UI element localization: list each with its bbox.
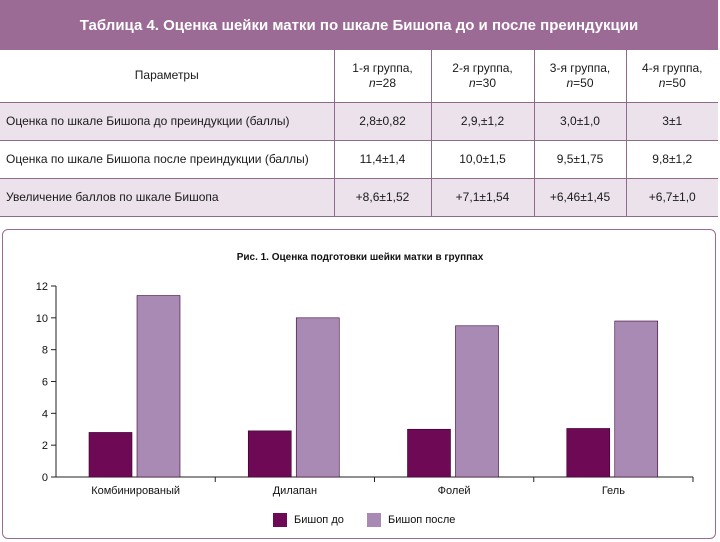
bishop-table-block: Таблица 4. Оценка шейки матки по шкале Б… [0,0,718,217]
legend-swatch-after [367,513,381,527]
group-3-n: n [566,75,574,90]
chart-legend: Бишоп до Бишоп после [3,511,717,529]
header-group-4: 4-я группа, n=50 [625,50,718,103]
y-tick-label: 10 [36,313,48,325]
group-3-label: 3-я группа, [549,60,611,75]
group-1-n-value: =28 [375,75,397,90]
row-param: Увеличение баллов по шкале Бишопа [0,178,334,217]
group-3-n-value: =50 [573,75,594,90]
y-tick-label: 4 [42,408,48,420]
cell: 11,4±1,4 [333,140,431,179]
legend-label-after: Бишоп после [388,514,456,526]
group-1-n: n [368,75,376,90]
bar-after-0 [136,295,181,478]
category-label: Фолей [438,485,471,497]
cell: 10,0±1,5 [430,140,534,179]
bar-before-2 [407,428,451,478]
y-tick-label: 2 [42,440,48,452]
group-4-n: n [658,75,666,90]
cell: 3,0±1,0 [533,102,626,141]
cell: 2,9,±1,2 [430,102,534,141]
header-group-2: 2-я группа, n=30 [430,50,534,103]
cell: +7,1±1,54 [430,178,534,217]
cell: +6,46±1,45 [533,178,626,217]
bar-after-2 [455,325,499,478]
bishop-table: Параметры 1-я группа, n=28 2-я группа, n=3… [0,50,718,217]
group-2-n-value: =30 [475,75,497,90]
legend-item-before: Бишоп до [273,511,344,529]
header-group-1: 1-я группа, n=28 [333,50,431,103]
bar-after-3 [614,320,659,478]
chart-title: Рис. 1. Оценка подготовки шейки матки в … [236,252,484,263]
group-2-label: 2-я группа, [452,60,513,75]
cell: 9,5±1,75 [533,140,626,179]
bar-before-0 [88,432,133,478]
group-2-n: n [468,75,476,90]
legend-label-before: Бишоп до [294,514,344,526]
cell: 9,8±1,2 [625,140,718,179]
cell: +6,7±1,0 [625,178,718,217]
y-tick-label: 8 [42,345,48,357]
bar-before-1 [247,430,292,478]
table-row: Оценка по шкале Бишопа после преиндукции… [0,140,718,179]
bar-after-1 [295,317,340,478]
legend-swatch-before [273,513,287,527]
category-label: Комбинированый [91,485,180,497]
table-header-row: Параметры 1-я группа, n=28 2-я группа, n=3… [0,50,718,103]
bar-chart: 0 2 4 6 8 10 12 Комбинированый Дилапан Фолей Гель [36,281,694,497]
cell: 3±1 [625,102,718,141]
legend-item-after: Бишоп после [367,511,455,529]
y-tick-label: 0 [42,472,48,484]
y-tick-label: 12 [36,281,48,293]
group-4-n-value: =50 [665,75,686,90]
table-row: Оценка по шкале Бишопа до преиндукции (б… [0,102,718,141]
category-label: Гель [602,485,625,497]
cell: 2,8±0,82 [333,102,431,141]
table-row: Увеличение баллов по шкале Бишопа +8,6±1… [0,178,718,217]
cell: +8,6±1,52 [333,178,431,217]
y-tick-label: 6 [42,377,48,389]
group-1-label: 1-я группа, [352,60,413,75]
table-title: Таблица 4. Оценка шейки матки по шкале Б… [0,0,718,50]
row-param: Оценка по шкале Бишопа до преиндукции (б… [0,102,334,141]
header-group-3: 3-я группа, n=50 [533,50,626,103]
header-param: Параметры [0,50,334,103]
category-label: Дилапан [273,485,317,497]
chart-box: Рис. 1. Оценка подготовки шейки матки в … [2,229,716,539]
row-param: Оценка по шкале Бишопа после преиндукции… [0,140,334,179]
group-4-label: 4-я группа, [642,60,703,75]
bar-before-3 [566,428,611,478]
